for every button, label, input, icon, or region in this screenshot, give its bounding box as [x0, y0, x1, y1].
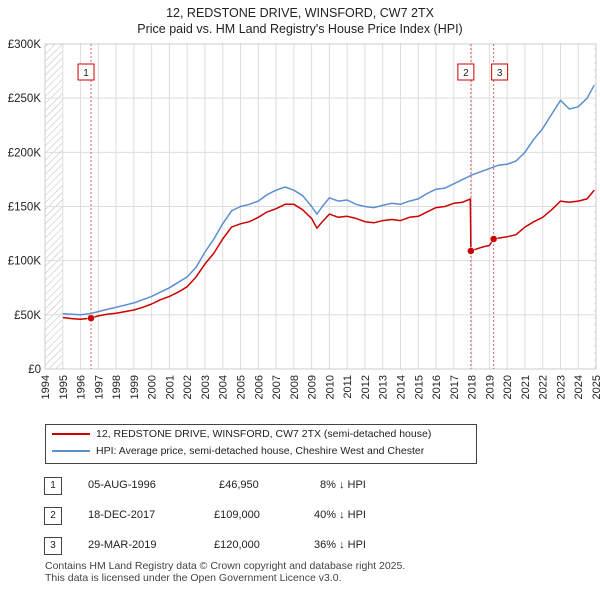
x-tick-label: 2019 — [484, 375, 496, 399]
x-tick-label: 2009 — [307, 375, 319, 399]
transaction-hpi-diff: 40% ↓ HPI — [314, 509, 366, 521]
transaction-price: £120,000 — [214, 539, 260, 551]
sale-label-frame — [491, 63, 509, 81]
sale-label-box: 3 — [491, 63, 509, 81]
y-tick-label: £150K — [8, 202, 42, 214]
transaction-date: 29-MAR-2019 — [88, 539, 157, 551]
transaction-date: 18-DEC-2017 — [88, 509, 156, 521]
transaction-hpi-diff: 8% ↓ HPI — [320, 479, 366, 491]
x-tick-label: 2000 — [147, 375, 159, 399]
transaction-hpi-diff: 36% ↓ HPI — [314, 539, 366, 551]
y-tick-label: £0 — [28, 364, 41, 376]
x-tick-label: 2012 — [360, 375, 372, 399]
table-row: 2 18-DEC-2017 £109,000 40% ↓ HPI — [44, 507, 464, 527]
x-tick-label: 1998 — [111, 375, 123, 399]
plot-frame — [44, 43, 597, 370]
table-row: 3 29-MAR-2019 £120,000 36% ↓ HPI — [44, 537, 464, 557]
x-tick-label: 2024 — [573, 375, 585, 399]
x-tick-label: 2001 — [164, 375, 176, 399]
x-tick-label: 2022 — [538, 375, 550, 399]
transaction-price: £46,950 — [219, 479, 259, 491]
x-tick-label: 2016 — [431, 375, 443, 399]
x-tick-label: 2020 — [502, 375, 514, 399]
x-tick-label: 2017 — [449, 375, 461, 399]
sale-point — [489, 235, 498, 243]
series-line-hpi — [62, 84, 595, 316]
footer-copyright: Contains HM Land Registry data © Crown c… — [45, 560, 406, 572]
sale-point — [467, 247, 475, 255]
chart-title-line1: 12, REDSTONE DRIVE, WINSFORD, CW7 2TX — [166, 6, 434, 20]
x-tick-label: 2014 — [395, 375, 407, 399]
y-tick-label: £50K — [14, 310, 41, 322]
x-tick-label: 2011 — [342, 375, 354, 399]
x-tick-label: 1994 — [40, 375, 52, 399]
x-tick-label: 2003 — [200, 375, 212, 399]
transaction-price: £109,000 — [214, 509, 260, 521]
sale-label-box: 2 — [457, 63, 475, 81]
sale-label-number: 2 — [463, 68, 469, 79]
table-row: 1 05-AUG-1996 £46,950 8% ↓ HPI — [44, 477, 464, 497]
series-line-property — [62, 189, 595, 320]
transaction-number-badge: 1 — [44, 477, 62, 495]
x-tick-label: 2023 — [555, 375, 567, 399]
y-tick-label: £250K — [8, 93, 42, 105]
x-tick-label: 2006 — [253, 375, 265, 399]
legend-item-property: 12, REDSTONE DRIVE, WINSFORD, CW7 2TX (s… — [52, 428, 431, 444]
legend-swatch-property — [52, 433, 90, 436]
x-tick-label: 2008 — [289, 375, 301, 399]
price-chart: 1994 1995 1996 1997 1998 1999 2000 2001 2002 2003… — [8, 39, 600, 399]
x-tick-label: 1995 — [58, 375, 70, 399]
sale-label-frame — [457, 63, 475, 81]
x-tick-label: 2002 — [182, 375, 194, 399]
sale-label-frame — [77, 63, 95, 81]
legend-label-hpi: HPI: Average price, semi-detached house,… — [96, 445, 425, 457]
x-tick-label: 2021 — [520, 375, 532, 399]
legend-item-hpi: HPI: Average price, semi-detached house,… — [52, 445, 424, 461]
footer-attribution: Contains HM Land Registry data © Crown c… — [45, 560, 405, 584]
x-tick-label: 2025 — [591, 375, 600, 399]
x-tick-label: 2015 — [413, 375, 425, 399]
x-tick-label: 2013 — [378, 375, 390, 399]
sale-label-number: 1 — [83, 68, 89, 79]
x-tick-label: 1999 — [129, 375, 141, 399]
y-tick-label: £100K — [8, 256, 42, 268]
y-tick-label: £200K — [8, 147, 42, 159]
footer-licence: This data is licensed under the Open Gov… — [45, 572, 342, 584]
sale-label-box: 1 — [77, 63, 95, 81]
legend-swatch-hpi — [52, 450, 90, 453]
x-tick-label: 2010 — [324, 375, 336, 399]
x-tick-label: 2005 — [236, 375, 248, 399]
transaction-number-badge: 3 — [44, 537, 62, 555]
chart-title-line2: Price paid vs. HM Land Registry's House … — [137, 22, 463, 36]
chart-legend: 12, REDSTONE DRIVE, WINSFORD, CW7 2TX (s… — [45, 424, 477, 464]
sale-label-number: 3 — [497, 68, 503, 79]
transaction-date: 05-AUG-1996 — [88, 479, 156, 491]
y-tick-label: £300K — [8, 39, 42, 51]
x-tick-label: 2018 — [467, 375, 479, 399]
transaction-number-badge: 2 — [44, 507, 62, 525]
legend-label-property: 12, REDSTONE DRIVE, WINSFORD, CW7 2TX (s… — [96, 428, 432, 440]
x-tick-label: 1996 — [76, 375, 88, 399]
sale-point — [87, 314, 95, 322]
x-tick-label: 1997 — [93, 375, 105, 399]
x-tick-label: 2004 — [218, 375, 230, 399]
x-tick-label: 2007 — [271, 375, 283, 399]
